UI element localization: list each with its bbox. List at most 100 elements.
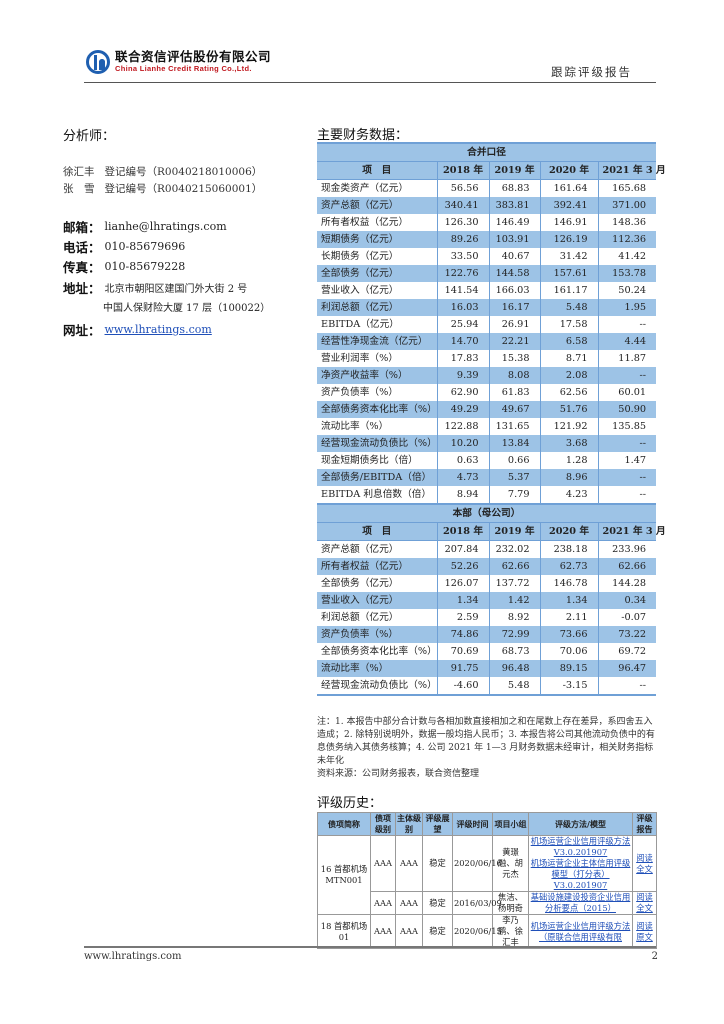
group-header-row: 合并口径 bbox=[317, 142, 657, 162]
contact-web: 网址： www.lhratings.com bbox=[63, 323, 212, 338]
item-cell: 经营现金流动负债比（%） bbox=[317, 677, 438, 695]
analyst-name: 张 雪 bbox=[63, 183, 95, 195]
page-number: 2 bbox=[651, 951, 658, 962]
item-cell: 利润总额（亿元） bbox=[317, 609, 438, 626]
value-cell: 96.47 bbox=[598, 660, 657, 677]
table-row: 营业利润率（%） 17.83 15.38 8.71 11.87 bbox=[317, 350, 656, 367]
value-cell: 1.47 bbox=[624, 455, 647, 466]
value-cell: 62.66 bbox=[489, 558, 541, 575]
table-row: 利润总额（亿元） 2.59 8.92 2.11 -0.07 bbox=[317, 609, 656, 626]
company-logo: 联合资信评估股份有限公司 China Lianhe Credit Rating … bbox=[86, 50, 271, 74]
value-cell: 1.34 bbox=[437, 592, 490, 609]
item-cell: 所有者权益（亿元） bbox=[317, 214, 438, 231]
value-cell: -- bbox=[639, 319, 647, 330]
item-cell: 全部债务资本化比率（%） bbox=[317, 401, 438, 418]
value-cell: 61.83 bbox=[489, 384, 541, 401]
bond-rating: AAA bbox=[370, 914, 396, 949]
logo-icon bbox=[86, 50, 110, 74]
team: 李乃鹏、徐汇丰 bbox=[492, 914, 529, 949]
value-cell: 14.70 bbox=[437, 333, 490, 350]
value-cell: 70.06 bbox=[540, 643, 599, 660]
value-cell: 122.76 bbox=[437, 265, 490, 282]
value-cell: 103.91 bbox=[489, 231, 541, 248]
read-report-link[interactable]: 阅读全文 bbox=[636, 892, 653, 913]
column-header: 项 目 bbox=[317, 161, 438, 180]
value-cell: 5.48 bbox=[540, 299, 599, 316]
table-row: 资产负债率（%） 62.90 61.83 62.56 60.01 bbox=[317, 384, 656, 401]
methods-cell: 基础设施建设投资企业信用分析要点（2015） bbox=[528, 891, 633, 915]
value-cell: 1.42 bbox=[489, 592, 541, 609]
value-cell: 17.83 bbox=[437, 350, 490, 367]
value-cell: -- bbox=[639, 680, 647, 691]
column-header: 2018 年 bbox=[437, 161, 490, 180]
value-cell: -0.07 bbox=[621, 612, 647, 623]
table-row: 全部债务（亿元） 122.76 144.58 157.61 153.78 bbox=[317, 265, 657, 282]
method-link[interactable]: 基础设施建设投资企业信用分析要点（2015） bbox=[530, 892, 631, 913]
report-type: 跟踪评级报告 bbox=[551, 65, 632, 79]
value-cell: 91.75 bbox=[437, 660, 490, 677]
value-cell: 50.90 bbox=[598, 401, 657, 418]
item-cell: 经营性净现金流（亿元） bbox=[317, 333, 438, 350]
read-report-link[interactable]: 阅读全文 bbox=[636, 852, 653, 874]
value-cell: 8.92 bbox=[489, 609, 541, 626]
value-cell: 15.38 bbox=[489, 350, 541, 367]
column-header: 2021 年 3 月 bbox=[598, 161, 666, 180]
website-link[interactable]: www.lhratings.com bbox=[104, 323, 212, 336]
item-cell: 现金短期债务比（倍） bbox=[317, 452, 438, 469]
group-label: 本部（母公司） bbox=[317, 503, 657, 523]
financial-table: 合并口径项 目 2018 年 2019 年 2020 年 2021 年 3 月现金类资产… bbox=[317, 142, 666, 696]
column-header-row: 项 目 2018 年 2019 年 2020 年 2021 年 3 月 bbox=[317, 161, 666, 180]
value-cell: 392.41 bbox=[540, 197, 599, 214]
value-cell: 16.17 bbox=[489, 299, 541, 316]
table-row: 资产总额（亿元） 207.84 232.02 238.18 233.96 bbox=[317, 540, 656, 558]
column-header: 评级时间 bbox=[452, 812, 493, 836]
value-cell: 5.48 bbox=[489, 677, 541, 695]
contact-address-line2: 中国人保财险大厦 17 层（100022） bbox=[103, 303, 271, 314]
method-link[interactable]: 机场运营企业主体信用评级模型（打分表） V3.0.201907 bbox=[530, 858, 631, 890]
column-header-row: 项 目 2018 年 2019 年 2020 年 2021 年 3 月 bbox=[317, 522, 666, 541]
table-notes: 注：1. 本报告中部分合计数与各相加数直接相加之和在尾数上存在差异，系四舍五入造… bbox=[317, 716, 657, 781]
company-name-cn: 联合资信评估股份有限公司 bbox=[115, 49, 272, 64]
team: 黄璟融、胡元杰 bbox=[492, 835, 529, 892]
column-header: 债项级别 bbox=[370, 812, 396, 836]
value-cell: 31.42 bbox=[540, 248, 599, 265]
value-cell: -- bbox=[598, 435, 657, 452]
value-cell: 146.49 bbox=[489, 214, 541, 231]
value-cell: 126.19 bbox=[540, 231, 599, 248]
value-cell: -- bbox=[639, 489, 647, 500]
value-cell: 166.03 bbox=[489, 282, 541, 299]
table-row: 18 首都机场 01 AAA AAA 稳定 2020/06/15 李乃鹏、徐汇丰 机场运营企… bbox=[317, 914, 657, 949]
value-cell: 2.08 bbox=[540, 367, 599, 384]
value-cell: 1.95 bbox=[598, 299, 657, 316]
table-row: 所有者权益（亿元） 52.26 62.66 62.73 62.66 bbox=[317, 558, 657, 575]
value-cell: 60.01 bbox=[618, 387, 647, 398]
financial-title: 主要财务数据： bbox=[317, 128, 409, 143]
value-cell: 33.50 bbox=[437, 248, 490, 265]
table-row: 全部债务资本化比率（%） 49.29 49.67 51.76 50.90 bbox=[317, 401, 657, 418]
value-cell: 70.69 bbox=[437, 643, 490, 660]
item-cell: 净资产收益率（%） bbox=[317, 367, 438, 384]
table-row: 全部债务资本化比率（%） 70.69 68.73 70.06 69.72 bbox=[317, 643, 656, 660]
value-cell: -- bbox=[598, 469, 657, 486]
outlook: 稳定 bbox=[422, 914, 453, 949]
column-header: 2020 年 bbox=[540, 161, 599, 180]
item-cell: 利润总额（亿元） bbox=[317, 299, 438, 316]
value-cell: 41.42 bbox=[618, 251, 647, 262]
value-cell: 8.08 bbox=[489, 367, 541, 384]
item-cell: 流动比率（%） bbox=[317, 418, 438, 435]
method-link[interactable]: 机场运营企业信用评级方法 V3.0.201907 bbox=[530, 836, 631, 857]
column-header: 项 目 bbox=[317, 522, 438, 541]
value-cell: 161.17 bbox=[540, 282, 599, 299]
method-link[interactable]: 机场运营企业信用评级方法（原联合信用评级有限 bbox=[530, 920, 631, 942]
issuer-rating: AAA bbox=[395, 914, 423, 949]
outlook: 稳定 bbox=[422, 835, 453, 892]
read-report-link[interactable]: 阅读原文 bbox=[636, 920, 653, 942]
item-cell: 全部债务（亿元） bbox=[317, 575, 438, 592]
value-cell: 11.87 bbox=[618, 353, 647, 364]
value-cell: 122.88 bbox=[437, 418, 490, 435]
value-cell: 383.81 bbox=[489, 197, 541, 214]
item-cell: 流动比率（%） bbox=[317, 660, 438, 677]
column-header: 2020 年 bbox=[540, 522, 599, 541]
value-cell: 62.90 bbox=[437, 384, 490, 401]
value-cell: 69.72 bbox=[618, 646, 647, 657]
